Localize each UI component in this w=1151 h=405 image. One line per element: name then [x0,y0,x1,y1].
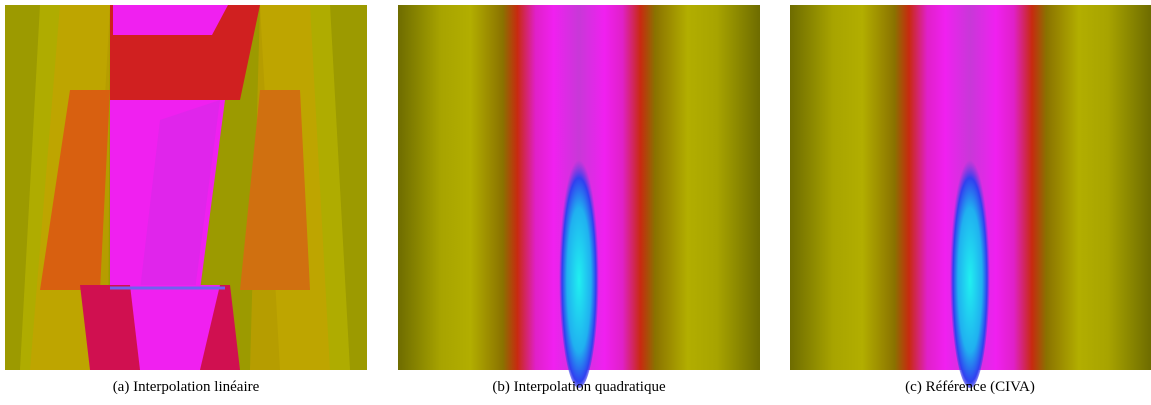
caption: (c) Référence (CIVA) [905,379,1035,395]
panel-b-image [398,5,760,388]
panel-a-image [5,5,367,370]
panel-c-image [790,5,1151,388]
caption: (a) Interpolation linéaire [113,379,260,395]
caption: (b) Interpolation quadratique [492,379,666,395]
